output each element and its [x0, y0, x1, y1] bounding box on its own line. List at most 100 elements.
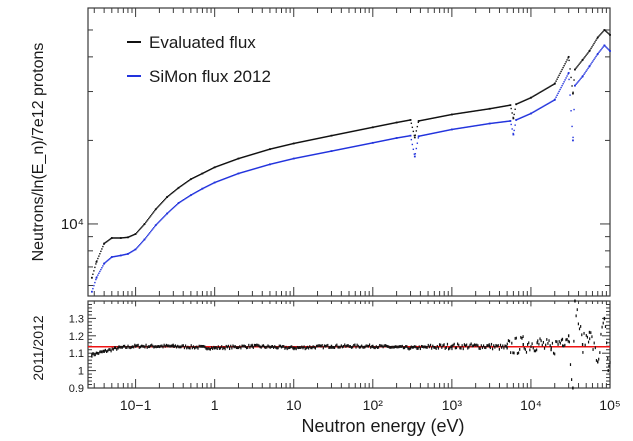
point — [251, 344, 254, 348]
point — [413, 153, 416, 155]
point — [509, 104, 512, 107]
point — [186, 197, 188, 199]
point — [407, 135, 410, 137]
point — [521, 116, 523, 119]
point — [241, 344, 243, 348]
point — [137, 343, 139, 347]
point — [182, 184, 184, 186]
point — [357, 344, 359, 348]
point — [580, 77, 582, 79]
point — [293, 346, 295, 350]
point — [143, 224, 145, 226]
point — [542, 89, 544, 92]
point — [138, 245, 140, 247]
point — [469, 111, 471, 113]
point — [453, 342, 455, 346]
point — [288, 143, 291, 146]
point — [163, 216, 165, 218]
point — [489, 346, 491, 350]
point — [211, 182, 214, 185]
point — [114, 255, 116, 258]
point — [482, 344, 485, 348]
point — [447, 114, 449, 116]
point — [168, 344, 170, 348]
point — [432, 132, 435, 134]
point — [383, 344, 385, 348]
point — [289, 143, 292, 145]
point — [322, 151, 325, 154]
point — [347, 147, 350, 149]
point — [330, 150, 333, 153]
point — [177, 186, 180, 189]
point — [389, 346, 391, 349]
point — [377, 141, 380, 143]
point — [300, 141, 303, 143]
point — [401, 120, 404, 123]
point — [257, 343, 259, 347]
point — [524, 99, 526, 101]
point — [528, 113, 530, 115]
point — [369, 142, 372, 145]
point — [593, 341, 595, 345]
point — [479, 109, 481, 111]
point — [388, 345, 390, 349]
point — [485, 346, 487, 350]
point — [129, 235, 131, 238]
point — [157, 206, 159, 208]
point — [466, 126, 468, 128]
point — [226, 345, 228, 349]
point — [276, 346, 278, 350]
point — [424, 134, 427, 136]
point — [158, 205, 160, 207]
point — [110, 256, 113, 258]
x-tick-label: 10 — [286, 397, 302, 413]
point — [513, 351, 515, 355]
point — [328, 150, 331, 153]
point — [495, 343, 497, 347]
point — [569, 363, 572, 367]
point — [334, 134, 337, 136]
point — [188, 179, 190, 182]
point — [544, 104, 546, 107]
point — [404, 120, 407, 122]
point — [175, 204, 177, 207]
point — [211, 167, 214, 170]
point — [92, 352, 94, 355]
point — [533, 95, 535, 97]
point — [497, 106, 499, 108]
point — [132, 250, 134, 252]
point — [119, 237, 121, 239]
point — [308, 154, 311, 157]
point — [277, 146, 280, 148]
point — [562, 83, 564, 85]
point — [131, 345, 134, 349]
point — [437, 131, 439, 133]
point — [224, 162, 227, 164]
point — [609, 50, 611, 52]
point — [510, 351, 512, 355]
point — [110, 257, 112, 259]
point — [469, 125, 471, 128]
point — [523, 115, 525, 118]
point — [164, 198, 166, 201]
point — [556, 340, 558, 344]
point — [126, 253, 128, 255]
point — [337, 133, 340, 135]
point — [595, 39, 597, 41]
point — [338, 133, 341, 135]
point — [240, 171, 243, 174]
point — [218, 179, 221, 182]
x-axis-label: Neutron energy (eV) — [301, 416, 464, 436]
point — [322, 136, 325, 139]
point — [468, 126, 470, 128]
point — [238, 346, 240, 350]
point — [347, 344, 349, 347]
point — [415, 345, 417, 349]
point — [130, 345, 132, 349]
legend-label-evaluated: Evaluated flux — [149, 33, 256, 52]
point — [546, 87, 548, 89]
point — [123, 254, 125, 256]
point — [280, 145, 283, 148]
point — [200, 344, 202, 348]
point — [374, 126, 377, 128]
